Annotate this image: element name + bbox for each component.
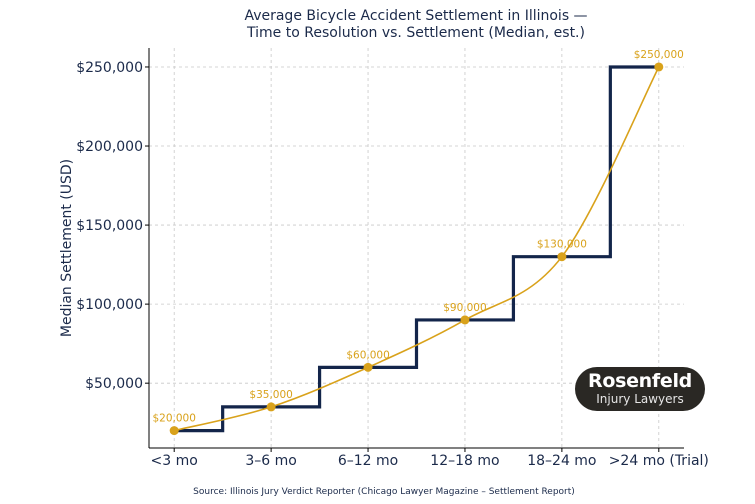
- data-point: [169, 426, 179, 436]
- data-label: $60,000: [346, 349, 389, 361]
- y-tick-label: $150,000: [76, 218, 143, 234]
- chart-title-line-1: Average Bicycle Accident Settlement in I…: [244, 8, 587, 24]
- logo-line-1: Rosenfeld: [588, 370, 692, 392]
- data-point: [557, 252, 567, 262]
- data-label: $35,000: [249, 389, 292, 401]
- logo-line-2: Injury Lawyers: [596, 392, 684, 406]
- data-labels: $20,000 $35,000 $60,000 $90,000 $130,000 $250…: [152, 49, 683, 425]
- series: [169, 62, 664, 436]
- data-label: $250,000: [634, 49, 684, 61]
- data-point: [460, 315, 470, 325]
- y-axis-label: Median Settlement (USD): [59, 159, 75, 337]
- x-tick-label: 18–24 mo: [527, 453, 596, 469]
- y-tick-label: $200,000: [76, 139, 143, 155]
- source-note: Source: Illinois Jury Verdict Reporter (…: [193, 487, 575, 497]
- y-tick-label: $100,000: [76, 297, 143, 313]
- y-tick-label: $50,000: [85, 376, 143, 392]
- y-tick-label: $250,000: [76, 60, 143, 76]
- x-tick-label: <3 mo: [151, 453, 198, 469]
- data-point: [654, 62, 664, 72]
- x-tick-label: 3–6 mo: [245, 453, 296, 469]
- data-point: [363, 362, 373, 372]
- data-label: $20,000: [152, 413, 195, 425]
- chart-title-line-2: Time to Resolution vs. Settlement (Media…: [246, 25, 585, 41]
- x-tick-label: 6–12 mo: [338, 453, 398, 469]
- gridlines: [149, 48, 684, 448]
- step-line: [174, 65, 659, 433]
- x-axis-ticks: <3 mo 3–6 mo 6–12 mo 12–18 mo 18–24 mo >24 mo…: [151, 448, 709, 469]
- rosenfeld-logo: Rosenfeld Injury Lawyers: [575, 367, 705, 411]
- data-point: [266, 402, 276, 412]
- x-tick-label: >24 mo (Trial): [609, 453, 709, 469]
- data-label: $130,000: [537, 239, 587, 251]
- data-label: $90,000: [443, 302, 486, 314]
- y-axis-ticks: $50,000 $100,000 $150,000 $200,000 $250,000: [76, 60, 149, 392]
- x-tick-label: 12–18 mo: [430, 453, 499, 469]
